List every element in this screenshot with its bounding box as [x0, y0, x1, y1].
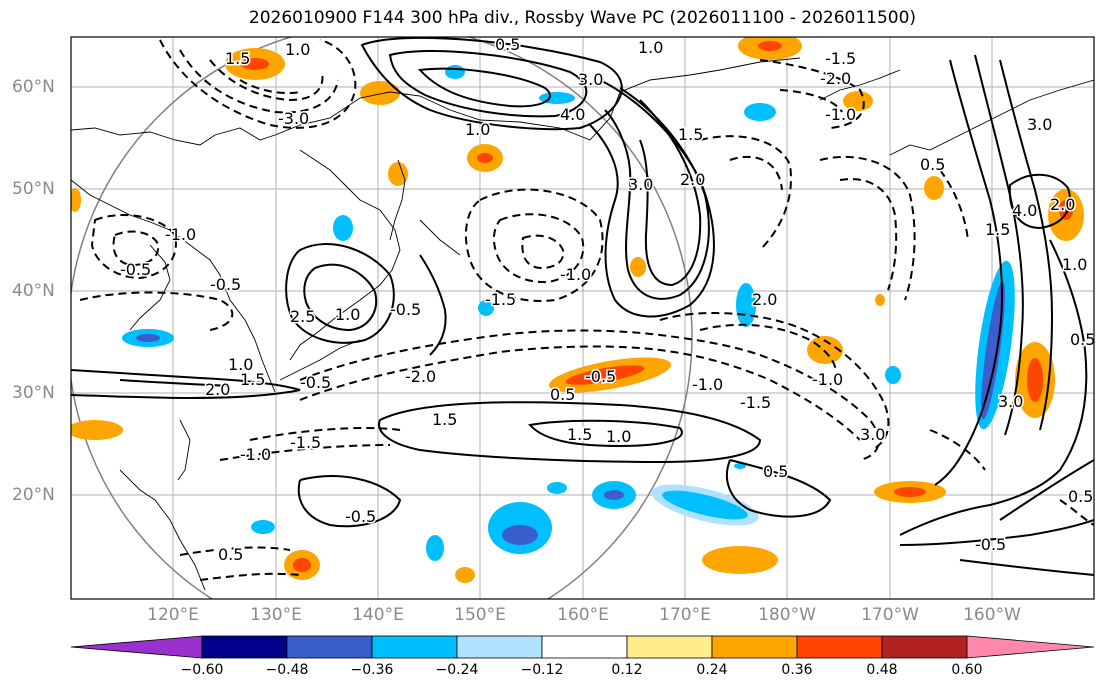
contour-label: 1.5: [567, 425, 592, 444]
contour-label: 0.5: [763, 462, 788, 481]
contour-label: -1.0: [692, 375, 723, 394]
contour-label: 1.0: [606, 427, 631, 446]
map-border: [70, 36, 1095, 600]
colorbar-tick-label: 0.48: [866, 662, 898, 678]
rossby-radius-circle: [71, 37, 693, 599]
map-title: 2026010900 F144 300 hPa div., Rossby Wav…: [248, 8, 917, 28]
contour-label: 1.5: [985, 220, 1010, 239]
contour-label: 1.5: [240, 370, 265, 389]
contour-label: -1.0: [165, 225, 196, 244]
contour-label: 1.0: [228, 355, 253, 374]
contour-label: 1.0: [465, 120, 490, 139]
contour-label: 2.5: [290, 307, 315, 326]
dashed-contours: [79, 39, 1094, 581]
contour-label: 2.0: [205, 380, 230, 399]
contour-label: 4.0: [1012, 201, 1037, 220]
lon-label: 120°E: [147, 605, 199, 625]
lat-label: 30°N: [12, 383, 55, 403]
contour-label: 3.0: [628, 175, 653, 194]
contour-label: -1.0: [812, 370, 843, 389]
gridlines: [71, 37, 1094, 599]
lon-label: 160°W: [963, 605, 1021, 625]
lon-label: 140°E: [352, 605, 404, 625]
contour-label: 0.5: [218, 545, 243, 564]
colorbar-tick-label: −0.36: [350, 662, 394, 678]
lon-label: 170°W: [861, 605, 919, 625]
contour-label: -0.5: [585, 367, 616, 386]
lon-label: 170°E: [659, 605, 711, 625]
contour-label: 0.5: [1068, 487, 1093, 506]
divergence-shading: [71, 37, 1084, 583]
colorbar-tick-label: −0.12: [520, 662, 564, 678]
contour-label: 0.5: [550, 385, 575, 404]
contour-label: -0.5: [210, 275, 241, 294]
lon-label: 160°E: [557, 605, 609, 625]
colorbar-tick-label: 0.24: [696, 662, 728, 678]
lat-label: 50°N: [12, 179, 55, 199]
contour-label: -1.5: [740, 393, 771, 412]
contour-label: -2.0: [405, 367, 436, 386]
contour-label: 1.0: [1062, 255, 1087, 274]
contour-label: 1.5: [225, 49, 250, 68]
contour-label: 2.0: [1050, 195, 1075, 214]
colorbar-max-arrow: [966, 635, 1095, 659]
contour-label: -0.5: [390, 300, 421, 319]
colorbar-min-arrow: [70, 635, 203, 659]
lat-label: 20°N: [12, 485, 55, 505]
colorbar-tick-label: 0.12: [611, 662, 643, 678]
contour-label: 1.0: [335, 305, 360, 324]
solid-contours: [71, 37, 1094, 576]
contour-label: -2.0: [820, 69, 851, 88]
contour-label: -0.5: [345, 507, 376, 526]
contour-label: -0.5: [300, 373, 331, 392]
contour-label: -1.5: [485, 290, 516, 309]
lat-label: 40°N: [12, 281, 55, 301]
contour-label: 3.0: [1027, 115, 1052, 134]
contour-label: -1.0: [825, 105, 856, 124]
contour-label: -1.5: [825, 49, 856, 68]
contour-label: -3.0: [278, 109, 309, 128]
contour-label: 2.0: [680, 170, 705, 189]
contour-label: 1.0: [638, 38, 663, 57]
contour-label: -1.5: [290, 433, 321, 452]
contour-label: -1.0: [560, 265, 591, 284]
contour-label: -0.5: [120, 260, 151, 279]
colorbar: [70, 635, 1095, 659]
colorbar-tick-label: −0.48: [265, 662, 309, 678]
contour-label: 3.0: [578, 70, 603, 89]
colorbar-tick-label: −0.24: [435, 662, 479, 678]
contour-label: -1.0: [240, 445, 271, 464]
colorbar-tick-label: 0.36: [781, 662, 813, 678]
lon-label: 180°W: [758, 605, 816, 625]
colorbar-tick-label: −0.60: [180, 662, 224, 678]
contour-label: 0.5: [920, 155, 945, 174]
lat-label: 60°N: [12, 77, 55, 97]
contour-label: 1.5: [678, 125, 703, 144]
contour-label: -0.5: [975, 535, 1006, 554]
contour-label: 4.0: [560, 105, 585, 124]
colorbar-tick-label: 0.60: [951, 662, 983, 678]
contour-label: 3.0: [998, 392, 1023, 411]
contour-label: 0.5: [495, 35, 520, 54]
contour-label: 2.0: [752, 290, 777, 309]
coastlines: [71, 57, 1094, 591]
contour-label: 0.5: [1070, 330, 1095, 349]
contour-label: 3.0: [860, 425, 885, 444]
contour-label: 1.0: [285, 40, 310, 59]
contour-label: 1.5: [432, 410, 457, 429]
contour-label-layer: 0.5 1.0 1.0 1.5 -3.0 -1.5 -2.0 -1.0 3.0 …: [119, 34, 1097, 566]
lon-label: 150°E: [454, 605, 506, 625]
lon-label: 130°E: [250, 605, 302, 625]
